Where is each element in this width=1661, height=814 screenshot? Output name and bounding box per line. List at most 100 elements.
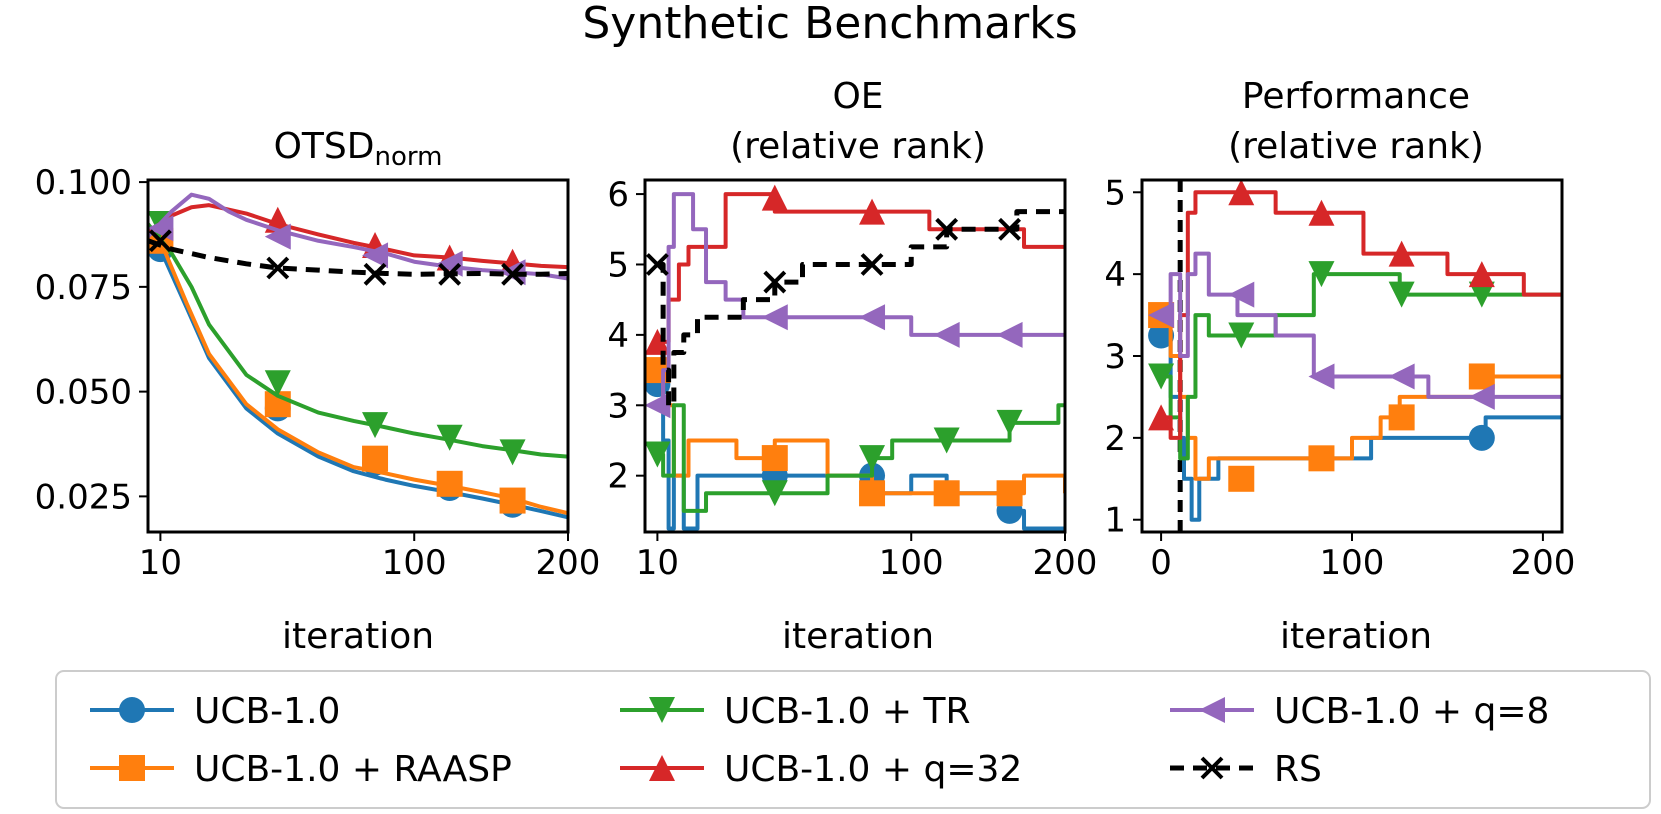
y-tick-label: 5 xyxy=(607,245,629,285)
series-point xyxy=(1308,363,1335,390)
series-point xyxy=(1308,445,1335,472)
panel-otsd: OTSDnorm 10 100 200 0.025 0.050 0.075 0.100 it… xyxy=(35,126,601,657)
legend-item: RS xyxy=(1170,749,1322,790)
plot-area xyxy=(148,192,568,520)
panel-oe-plot: 10 100 200 2 3 4 5 6 xyxy=(607,175,1097,583)
series-point xyxy=(933,480,960,507)
y-tick-label: 6 xyxy=(607,175,629,215)
x-tick-label: 200 xyxy=(536,543,601,583)
series-point xyxy=(859,304,886,331)
series-point xyxy=(1308,261,1335,288)
series-point xyxy=(264,223,291,250)
legend-item: UCB-1.0 + TR xyxy=(620,691,970,732)
series-point xyxy=(1228,322,1255,349)
series-point xyxy=(1388,281,1415,308)
series-point xyxy=(996,409,1023,436)
legend-label: RS xyxy=(1274,749,1322,790)
legend-item: UCB-1.0 + RAASP xyxy=(90,749,512,790)
series-point xyxy=(996,480,1023,507)
legend-label: UCB-1.0 + q=32 xyxy=(724,749,1022,790)
panel-performance-title-line2: (relative rank) xyxy=(1228,126,1484,167)
y-tick-label: 2 xyxy=(1104,419,1126,459)
figure-title: Synthetic Benchmarks xyxy=(582,0,1077,49)
series-point xyxy=(763,270,787,294)
x-tick-label: 200 xyxy=(1033,543,1098,583)
series-point xyxy=(1228,281,1255,308)
y-tick-label: 1 xyxy=(1104,501,1126,541)
series-point xyxy=(1308,199,1335,226)
y-tick-label: 0.025 xyxy=(35,477,132,517)
series-line xyxy=(148,222,568,459)
series-point xyxy=(264,370,291,397)
series-point xyxy=(859,480,886,507)
legend-label: UCB-1.0 + RAASP xyxy=(194,749,512,790)
series-line xyxy=(148,192,568,281)
x-tick-label: 100 xyxy=(1320,543,1385,583)
series-point xyxy=(1468,261,1495,288)
series-point xyxy=(859,198,886,225)
legend-frame xyxy=(55,670,1651,809)
legend: UCB-1.0 UCB-1.0 + RAASP UCB-1.0 + TR UCB-1.… xyxy=(55,670,1651,809)
y-tick-label: 3 xyxy=(1104,337,1126,377)
series-point xyxy=(761,480,788,507)
panel-otsd-plot: 10 100 200 0.025 0.050 0.075 0.100 xyxy=(35,163,601,583)
y-tick-label: 3 xyxy=(607,386,629,426)
y-tick-label: 4 xyxy=(607,316,629,356)
series-point xyxy=(1228,465,1255,492)
series-point xyxy=(1148,404,1175,431)
panel-oe-xlabel: iteration xyxy=(782,616,934,657)
axes-frame xyxy=(643,178,1067,534)
series-point xyxy=(1148,302,1175,329)
series-point xyxy=(499,439,526,466)
series-line xyxy=(1161,272,1562,461)
panel-performance-xlabel: iteration xyxy=(1280,616,1432,657)
panel-oe-title: OE xyxy=(832,76,883,117)
series-point xyxy=(1148,363,1175,390)
plot-area xyxy=(645,184,1065,531)
legend-item: UCB-1.0 + q=8 xyxy=(1170,691,1549,732)
legend-item: UCB-1.0 + q=32 xyxy=(620,749,1022,790)
panel-oe-title-line2: (relative rank) xyxy=(730,126,986,167)
series-point xyxy=(438,262,462,286)
y-tick-label: 0.075 xyxy=(35,268,132,308)
x-tick-label: 10 xyxy=(636,543,679,583)
series-line xyxy=(158,248,568,520)
series-point xyxy=(998,217,1021,241)
series-point xyxy=(1468,281,1495,308)
series-point xyxy=(645,441,671,468)
x-tick-label: 10 xyxy=(139,543,182,583)
legend-marker xyxy=(1199,697,1225,723)
series-point xyxy=(501,262,524,286)
legend-label: UCB-1.0 xyxy=(194,691,340,732)
legend-marker xyxy=(119,755,145,781)
legend-label: UCB-1.0 + q=8 xyxy=(1274,691,1549,732)
series-point xyxy=(860,253,884,276)
series-point xyxy=(363,262,387,286)
series-point xyxy=(1388,404,1415,431)
series-line xyxy=(148,203,568,270)
y-tick-label: 0.050 xyxy=(35,373,132,413)
panel-otsd-title: OTSDnorm xyxy=(274,126,443,172)
series-point xyxy=(645,392,671,419)
series-point xyxy=(1388,363,1415,390)
legend-marker xyxy=(119,697,145,723)
x-tick-label: 200 xyxy=(1510,543,1575,583)
series-point xyxy=(1468,363,1495,390)
series-point xyxy=(996,321,1023,348)
series-point xyxy=(761,184,788,211)
x-tick-label: 100 xyxy=(879,543,944,583)
x-tick-label: 100 xyxy=(382,543,447,583)
legend-marker xyxy=(649,755,675,781)
legend-item: UCB-1.0 xyxy=(90,691,340,732)
series-point xyxy=(362,242,389,269)
panel-performance-title: Performance xyxy=(1242,76,1470,117)
series-point xyxy=(859,445,886,472)
legend-marker xyxy=(649,697,675,723)
axes-frame xyxy=(146,178,570,534)
series-line xyxy=(1161,251,1562,399)
panel-otsd-xlabel: iteration xyxy=(282,616,434,657)
series-point xyxy=(761,445,788,472)
series-point xyxy=(935,217,959,241)
series-point xyxy=(362,412,389,439)
